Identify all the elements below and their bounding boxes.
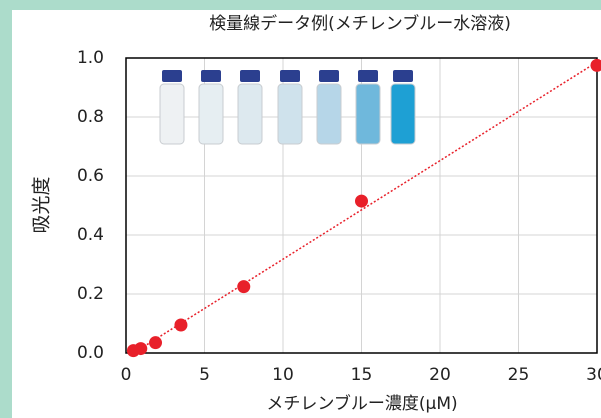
x-tick-label: 30	[586, 365, 601, 385]
trendline	[132, 61, 598, 354]
vial	[237, 70, 263, 145]
x-axis-label: メチレンブルー濃度(μM)	[266, 393, 457, 414]
x-tick-label: 25	[508, 365, 530, 385]
y-tick-label: 0.4	[77, 225, 104, 245]
panel	[12, 10, 601, 418]
vials	[159, 70, 416, 145]
vial	[390, 70, 416, 145]
x-tick-label: 20	[429, 365, 451, 385]
vial	[198, 70, 224, 145]
y-tick-label: 0.8	[77, 107, 104, 127]
x-tick-label: 15	[351, 365, 373, 385]
point	[590, 58, 601, 72]
point	[149, 336, 163, 350]
point	[355, 194, 368, 208]
point	[174, 318, 188, 332]
y-tick-label: 0.2	[77, 284, 104, 304]
y-tick-label: 0.0	[77, 343, 104, 363]
vial	[277, 70, 303, 145]
y-tick-label: 0.6	[77, 166, 104, 186]
x-tick-label: 5	[199, 365, 210, 385]
vial	[316, 70, 342, 145]
y-tick-label: 1.0	[77, 48, 104, 68]
x-tick-label: 0	[121, 365, 132, 385]
point	[134, 342, 148, 356]
x-tick-label: 10	[272, 365, 294, 385]
y-axis-label: 吸光度	[31, 176, 53, 233]
vial	[355, 70, 381, 145]
plot-border	[125, 57, 598, 354]
point	[237, 280, 251, 294]
chart-title: 検量線データ例(メチレンブルー水溶液)	[209, 13, 511, 34]
vial	[159, 70, 185, 145]
